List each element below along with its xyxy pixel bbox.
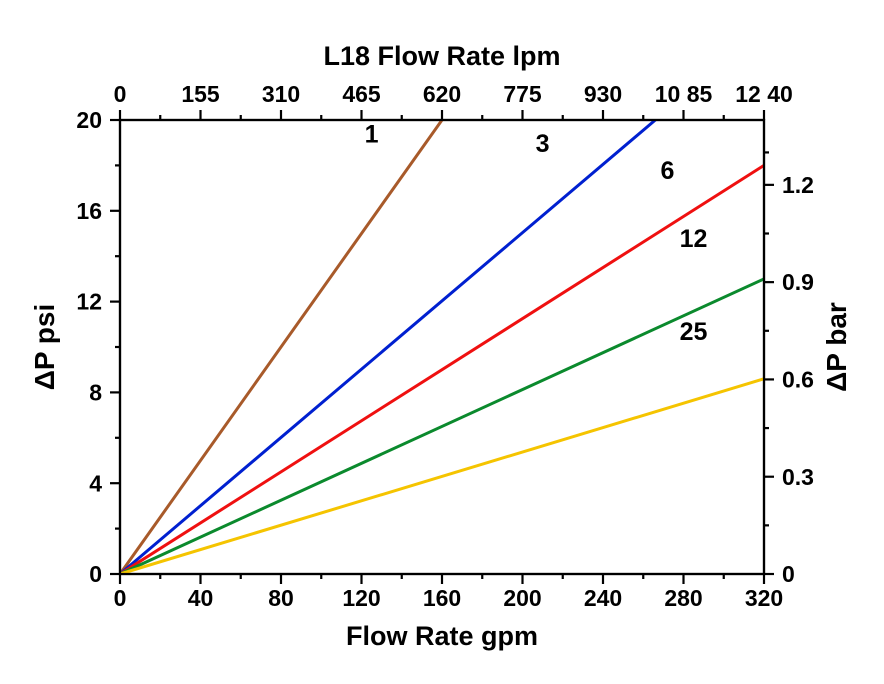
x-bottom-tick-label: 0 [114, 585, 127, 611]
x-bottom-tick-label: 280 [664, 585, 702, 611]
y-axis-label-right: ΔP bar [821, 302, 852, 392]
chart-container: 0408012016020024028032001553104656207759… [0, 0, 884, 684]
y-left-ticks-label: 12 [76, 289, 102, 315]
x-bottom-tick-label: 320 [745, 585, 783, 611]
x-bottom-tick-label: 80 [268, 585, 294, 611]
y-left-ticks-label: 4 [89, 470, 102, 496]
series-label-6: 6 [660, 157, 674, 185]
series-label-12: 12 [680, 225, 708, 253]
series-label-1: 1 [365, 121, 379, 149]
x-top-tick-label: 620 [423, 81, 461, 107]
y-right-ticks-label: 0 [782, 561, 795, 587]
x-bottom-tick-label: 200 [503, 585, 541, 611]
x-top-tick-label: 12 40 [735, 81, 793, 107]
y-left-ticks-label: 16 [76, 198, 102, 224]
x-top-tick-label: 0 [114, 81, 127, 107]
chart-title-top: L18 Flow Rate lpm [323, 41, 560, 71]
series-label-3: 3 [536, 130, 550, 158]
x-top-tick-label: 10 85 [655, 81, 713, 107]
x-bottom-tick-label: 40 [188, 585, 214, 611]
y-left-ticks-label: 8 [89, 379, 102, 405]
x-bottom-tick-label: 120 [342, 585, 380, 611]
x-axis-label-bottom: Flow Rate gpm [346, 621, 538, 651]
y-right-ticks-label: 0.6 [782, 366, 814, 392]
y-right-ticks-label: 0.9 [782, 269, 814, 295]
x-top-tick-label: 930 [584, 81, 622, 107]
series-label-25: 25 [680, 318, 708, 346]
y-right-ticks-label: 0.3 [782, 464, 814, 490]
line-chart: 0408012016020024028032001553104656207759… [0, 0, 884, 684]
x-bottom-tick-label: 160 [423, 585, 461, 611]
x-top-tick-label: 310 [262, 81, 300, 107]
x-top-tick-label: 775 [503, 81, 542, 107]
x-top-tick-label: 465 [342, 81, 381, 107]
x-bottom-tick-label: 240 [584, 585, 622, 611]
y-left-ticks-label: 0 [89, 561, 102, 587]
y-axis-label-left: ΔP psi [29, 304, 60, 391]
y-left-ticks-label: 20 [76, 107, 102, 133]
y-right-ticks-label: 1.2 [782, 172, 814, 198]
x-top-tick-label: 155 [181, 81, 220, 107]
